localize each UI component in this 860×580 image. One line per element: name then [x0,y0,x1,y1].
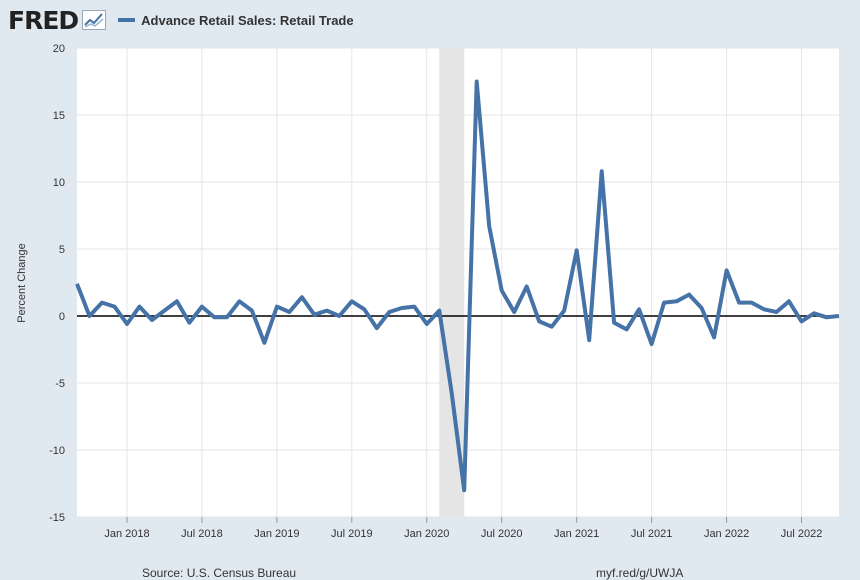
x-tick-label: Jan 2022 [704,528,749,540]
grid-layer [77,47,839,518]
x-tick-label: Jul 2021 [631,528,673,540]
x-tick-label: Jan 2018 [104,528,149,540]
y-axis-title: Percent Change [16,243,28,323]
fred-chart-logo-icon [82,10,107,30]
chart-header: FRED Advance Retail Sales: Retail Trade [8,5,354,35]
recession-layer [439,48,465,517]
y-tick-label: 15 [53,110,65,122]
short-link[interactable]: myf.red/g/UWJA [596,566,684,580]
y-tick-label: -5 [55,378,65,390]
y-axis: 20 15 10 5 0 -5 -10 -15 [49,43,65,524]
x-tick-label: Jul 2020 [481,528,523,540]
y-tick-label: -15 [49,512,65,524]
y-tick-label: -10 [49,445,65,457]
y-tick-label: 0 [59,311,65,323]
series-line[interactable] [75,79,840,493]
x-tick-label: Jul 2018 [181,528,223,540]
legend-swatch [118,18,136,22]
y-tick-label: 20 [53,43,65,55]
recession-band [439,48,465,517]
x-tick-label: Jan 2021 [554,528,599,540]
legend-label[interactable]: Advance Retail Sales: Retail Trade [141,12,354,28]
fred-logo[interactable]: FRED [8,5,79,35]
x-tick-label: Jul 2019 [331,528,373,540]
x-tick-label: Jan 2019 [254,528,299,540]
x-tick-label: Jan 2020 [404,528,449,540]
x-axis: Jan 2018 Jul 2018 Jan 2019 Jul 2019 Jan 2020… [104,517,822,540]
y-tick-label: 10 [53,177,65,189]
y-tick-label: 5 [59,244,65,256]
x-tick-label: Jul 2022 [781,528,823,540]
source-note: Source: U.S. Census Bureau [142,566,297,580]
